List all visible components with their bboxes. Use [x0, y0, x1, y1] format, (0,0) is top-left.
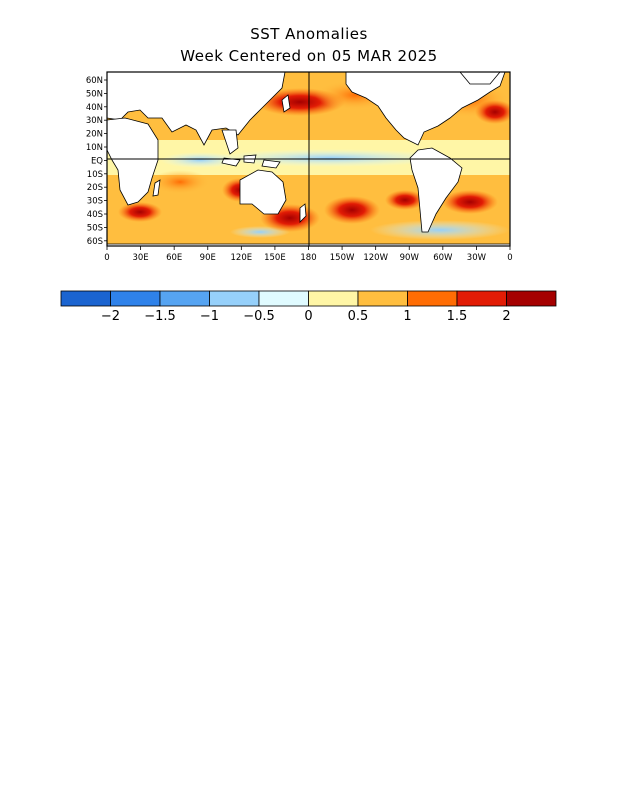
colorbar-swatch	[357, 290, 408, 307]
colorbar-swatch	[456, 290, 507, 307]
colorbar-swatch	[209, 290, 260, 307]
latitude-labels: 60N 50N 40N 30N 20N 10N EQ 10S 20S 30S 40S 50S 60S	[86, 76, 107, 247]
colorbar-label: 0.5	[348, 309, 369, 324]
colorbar-label: 1	[403, 309, 411, 324]
lat-label: 50N	[86, 89, 103, 99]
colorbar-label: −1.5	[144, 309, 176, 324]
colorbar-label: −1	[200, 309, 219, 324]
map-subtitle: Week Centered on 05 MAR 2025	[180, 47, 438, 65]
lon-label: 90E	[200, 253, 216, 263]
lat-label: EQ	[91, 156, 103, 166]
colorbar-swatch	[110, 290, 161, 307]
map-title: SST Anomalies	[250, 25, 368, 43]
lon-label: 150W	[330, 253, 355, 263]
lon-label: 90W	[400, 253, 420, 263]
land-masses	[107, 72, 510, 246]
colorbar-swatch	[407, 290, 458, 307]
colorbar-label: 1.5	[447, 309, 468, 324]
lat-label: 10S	[87, 170, 103, 180]
lon-label: 0	[104, 253, 109, 263]
lon-label: 30W	[467, 253, 487, 263]
lat-label: 10N	[86, 143, 103, 153]
lat-label: 60N	[86, 76, 103, 86]
lon-label: 120W	[363, 253, 388, 263]
longitude-labels: 0 30E 60E 90E 120E 150E 180 150W 120W 90W 60W 30W 0	[104, 246, 513, 263]
lat-label: 20N	[86, 130, 103, 140]
colorbar-label: −2	[101, 309, 120, 324]
colorbar-label: 2	[502, 309, 510, 324]
color-scale-labels: −2 −1.5 −1 −0.5 0 0.5 1 1.5 2	[101, 309, 511, 324]
lon-label: 0	[507, 253, 512, 263]
lat-label: 60S	[87, 237, 103, 247]
lon-label: 180	[300, 253, 316, 263]
lon-label: 150E	[264, 253, 286, 263]
lat-label: 40S	[87, 210, 103, 220]
colorbar-swatch	[60, 290, 111, 307]
lat-label: 30S	[87, 197, 103, 207]
color-scale-legend	[60, 290, 557, 307]
colorbar-label: −0.5	[243, 309, 275, 324]
lat-label: 30N	[86, 116, 103, 126]
lat-label: 40N	[86, 103, 103, 113]
colorbar-swatch	[506, 290, 557, 307]
colorbar-label: 0	[304, 309, 312, 324]
lon-label: 30E	[132, 253, 148, 263]
lon-label: 60E	[166, 253, 182, 263]
lon-label: 60W	[433, 253, 453, 263]
colorbar-swatch	[258, 290, 309, 307]
lat-label: 20S	[87, 183, 103, 193]
colorbar-swatch	[308, 290, 359, 307]
colorbar-swatch	[159, 290, 210, 307]
lon-label: 120E	[231, 253, 253, 263]
lat-label: 50S	[87, 223, 103, 233]
